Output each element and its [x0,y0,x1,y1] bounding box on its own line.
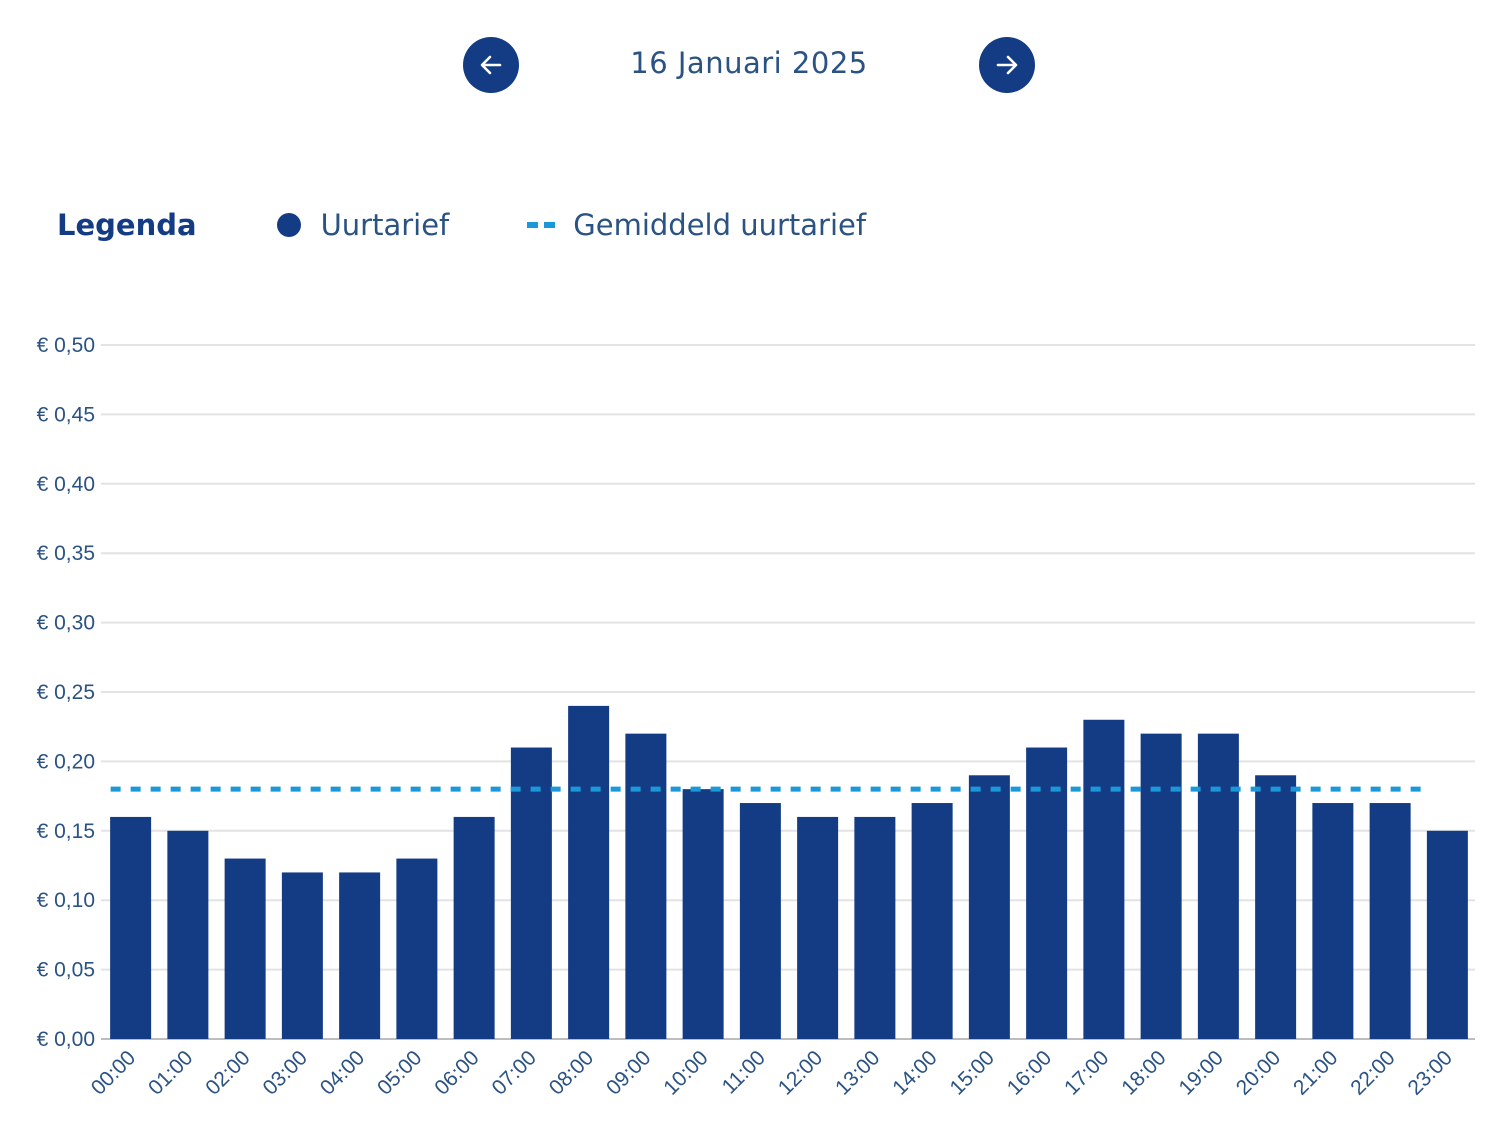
x-tick-label: 00:00 [87,1046,140,1099]
bar-20:00[interactable] [1255,775,1297,1039]
current-date: 16 Januari 2025 [630,46,868,80]
bar-09:00[interactable] [625,733,667,1039]
x-tick-label: 20:00 [1232,1046,1285,1099]
y-tick-label: € 0,30 [37,612,95,635]
y-axis-ticks: € 0,00 € 0,05 € 0,10 € 0,15 € 0,20 € 0,25 € 0,… [37,334,95,1051]
bar-14:00[interactable] [911,803,953,1039]
bar-11:00[interactable] [739,803,781,1039]
previous-day-button[interactable] [463,37,519,93]
x-tick-label: 10:00 [659,1046,712,1099]
x-axis-ticks: 00:00 01:00 02:00 03:00 04:00 05:00 06:00 07:00… [87,1046,1457,1099]
bars [110,705,1468,1039]
x-tick-label: 01:00 [144,1046,197,1099]
x-tick-label: 12:00 [774,1046,827,1099]
arrow-right-icon [996,55,1018,75]
bar-21:00[interactable] [1312,803,1354,1039]
legend-item-uurtarief: Uurtarief [276,208,450,242]
bar-10:00[interactable] [682,789,724,1039]
x-tick-label: 03:00 [258,1046,311,1099]
bar-03:00[interactable] [281,872,323,1039]
bar-07:00[interactable] [510,747,552,1039]
y-tick-label: € 0,05 [37,959,95,982]
x-tick-label: 04:00 [316,1046,369,1099]
bar-18:00[interactable] [1140,733,1182,1039]
x-tick-label: 02:00 [201,1046,254,1099]
y-tick-label: € 0,20 [37,750,95,773]
y-tick-label: € 0,35 [37,542,95,565]
arrow-left-icon [480,55,502,75]
bar-23:00[interactable] [1426,830,1468,1039]
x-tick-label: 18:00 [1117,1046,1170,1099]
legend-item-gemiddeld: Gemiddeld uurtarief [527,208,866,242]
bar-05:00[interactable] [396,858,438,1039]
bar-12:00[interactable] [797,816,839,1039]
x-tick-label: 21:00 [1289,1046,1342,1099]
y-tick-label: € 0,45 [37,403,95,426]
x-tick-label: 07:00 [487,1046,540,1099]
x-tick-label: 17:00 [1060,1046,1113,1099]
x-tick-label: 15:00 [945,1046,998,1099]
y-tick-label: € 0,40 [37,473,95,496]
x-tick-label: 05:00 [373,1046,426,1099]
y-tick-label: € 0,15 [37,820,95,843]
bar-06:00[interactable] [453,816,495,1039]
y-tick-label: € 0,00 [37,1028,95,1051]
x-tick-label: 19:00 [1174,1046,1227,1099]
circle-marker-icon [276,213,301,237]
dashed-line-marker-icon [527,222,556,228]
next-day-button[interactable] [979,37,1035,93]
bar-01:00[interactable] [167,830,209,1039]
y-tick-label: € 0,25 [37,681,95,704]
bar-13:00[interactable] [854,816,896,1039]
x-tick-label: 23:00 [1403,1046,1456,1099]
x-tick-label: 22:00 [1346,1046,1399,1099]
legend-label: Gemiddeld uurtarief [573,208,867,242]
x-tick-label: 06:00 [430,1046,483,1099]
bar-02:00[interactable] [224,858,266,1039]
x-tick-label: 08:00 [545,1046,598,1099]
y-tick-label: € 0,50 [37,334,95,357]
x-tick-label: 13:00 [831,1046,884,1099]
x-tick-label: 09:00 [602,1046,655,1099]
bar-17:00[interactable] [1083,719,1125,1039]
legend-title: Legenda [57,208,197,242]
x-tick-label: 14:00 [888,1046,941,1099]
bar-08:00[interactable] [568,705,610,1039]
bar-16:00[interactable] [1026,747,1068,1039]
gridlines [101,344,1475,1040]
bar-22:00[interactable] [1369,803,1411,1039]
x-tick-label: 16:00 [1003,1046,1056,1099]
bar-chart: € 0,00 € 0,05 € 0,10 € 0,15 € 0,20 € 0,25 € 0,… [37,334,1475,1100]
bar-04:00[interactable] [339,872,381,1039]
bar-19:00[interactable] [1197,733,1239,1039]
legend-label: Uurtarief [320,208,450,242]
y-tick-label: € 0,10 [37,889,95,912]
bar-15:00[interactable] [968,775,1010,1039]
x-tick-label: 11:00 [718,1046,770,1098]
chart-legend: Legenda Uurtarief Gemiddeld uurtarief [57,203,866,247]
bar-00:00[interactable] [110,816,152,1039]
